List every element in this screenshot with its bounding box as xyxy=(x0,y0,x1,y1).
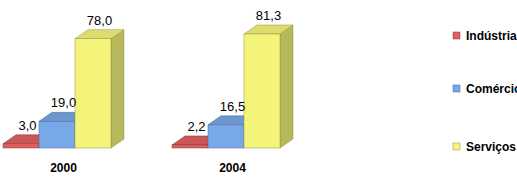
legend-swatch xyxy=(453,85,460,92)
data-label: 78,0 xyxy=(87,13,112,28)
bar xyxy=(3,144,39,148)
bar xyxy=(208,125,244,148)
bar xyxy=(75,39,111,148)
legend-item: Serviços xyxy=(453,140,516,154)
legend-swatch xyxy=(453,143,460,150)
chart: 3,0 19,0 78,0 2,2 16,5 81,3 2000 2004 Indústria C… xyxy=(0,0,517,178)
bar-3d xyxy=(75,30,124,148)
legend-label: Comércio xyxy=(466,82,517,96)
data-label: 2,2 xyxy=(187,119,205,134)
legend-label: Serviços xyxy=(466,140,516,154)
data-label: 16,5 xyxy=(220,99,245,114)
data-label: 3,0 xyxy=(18,118,36,133)
data-label: 19,0 xyxy=(51,95,76,110)
bar xyxy=(172,145,208,148)
legend: Indústria Comércio Serviços xyxy=(453,29,517,154)
bar-side xyxy=(111,30,124,148)
bar-3d xyxy=(244,25,293,148)
bar xyxy=(244,34,280,148)
bar-top xyxy=(75,30,124,39)
bar xyxy=(39,121,75,148)
bar-top xyxy=(244,25,293,34)
legend-item: Comércio xyxy=(453,82,517,96)
category-label: 2004 xyxy=(219,161,246,175)
bar-side xyxy=(280,25,293,148)
legend-swatch xyxy=(453,32,460,39)
data-labels: 3,0 19,0 78,0 2,2 16,5 81,3 xyxy=(18,8,281,134)
legend-item: Indústria xyxy=(453,29,517,43)
data-label: 81,3 xyxy=(256,8,281,23)
legend-label: Indústria xyxy=(466,29,517,43)
category-label: 2000 xyxy=(50,161,77,175)
plot-area xyxy=(3,25,293,148)
